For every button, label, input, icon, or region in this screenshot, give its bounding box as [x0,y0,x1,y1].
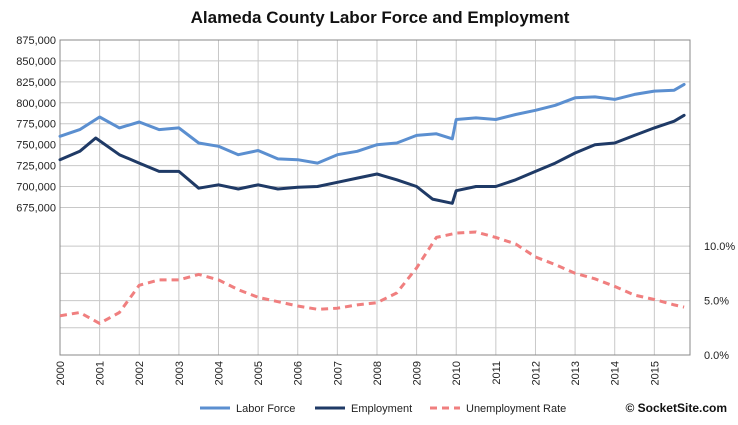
series-line-employment [58,113,686,205]
y-tick-label: 775,000 [16,119,56,131]
y-tick-label: 875,000 [16,35,56,47]
x-tick-label: 2009 [412,361,424,385]
x-tick-label: 2013 [570,361,582,385]
grid [59,39,690,356]
series-line-labor-force [58,82,686,165]
series-line-unemployment-rate [59,230,685,325]
y2-tick-label: 0.0% [704,350,729,362]
x-tick-label: 2001 [95,361,107,385]
x-tick-label: 2004 [213,361,225,385]
chart-title: Alameda County Labor Force and Employmen… [191,8,570,27]
x-tick-label: 2007 [332,361,344,385]
x-tick-label: 2000 [55,361,67,385]
x-tick-label: 2010 [451,361,463,385]
series [58,82,686,325]
x-tick-label: 2008 [372,361,384,385]
x-tick-label: 2002 [134,361,146,385]
y-tick-label: 750,000 [16,140,56,152]
x-tick-label: 2003 [174,361,186,385]
credit-text: © SocketSite.com [625,401,727,415]
y-tick-label: 675,000 [16,202,56,214]
y-tick-label: 725,000 [16,161,56,173]
y-tick-label: 800,000 [16,98,56,110]
legend-label-labor-force: Labor Force [236,403,295,415]
x-tick-label: 2005 [253,361,265,385]
y2-tick-label: 10.0% [704,241,735,253]
x-tick-label: 2014 [610,361,622,385]
x-tick-label: 2006 [293,361,305,385]
legend-label-unemployment-rate: Unemployment Rate [466,403,566,415]
axes [59,39,691,356]
y2-tick-label: 5.0% [704,296,729,308]
plot-border [59,39,691,356]
x-tick-label: 2011 [491,361,503,385]
y-tick-label: 700,000 [16,182,56,194]
y-tick-label: 825,000 [16,77,56,89]
legend-label-employment: Employment [351,403,412,415]
tick-labels: 875,000 850,000 825,000 800,000 775,000 750,0… [16,35,735,385]
x-tick-label: 2015 [649,361,661,385]
legend: Labor Force Employment Unemployment Rate [200,403,566,415]
y-tick-label: 850,000 [16,56,56,68]
x-tick-label: 2012 [530,361,542,385]
